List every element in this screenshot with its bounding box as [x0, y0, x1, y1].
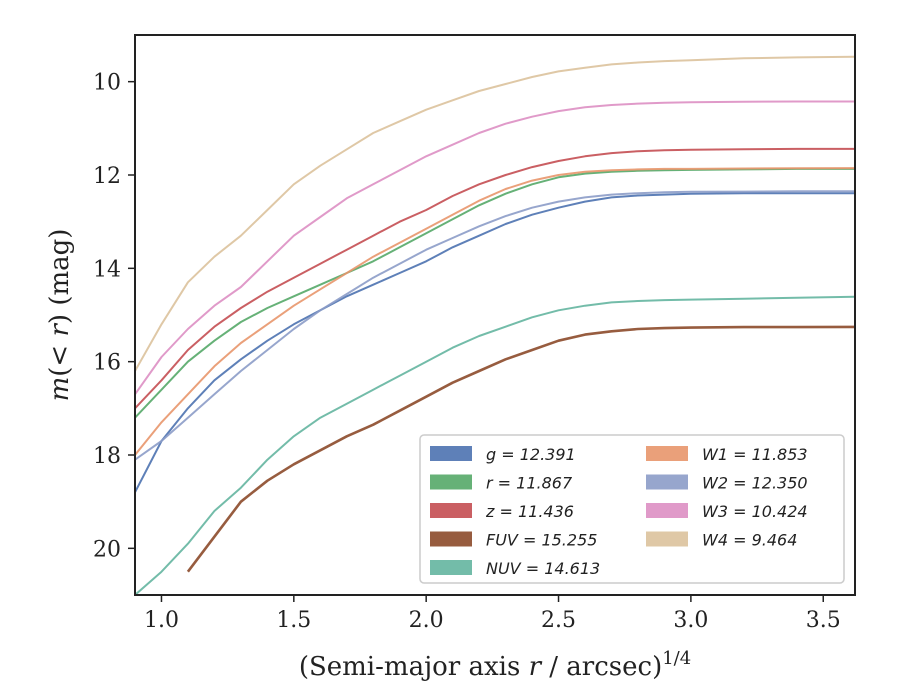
series-lines	[135, 55, 855, 595]
series-line-7	[135, 100, 855, 395]
x-tick-label: 1.5	[276, 608, 311, 633]
legend-swatch	[430, 474, 472, 490]
series-line-5	[135, 167, 855, 456]
legend-swatch	[430, 503, 472, 518]
legend-label: W3 = 10.424	[702, 502, 808, 521]
legend-label: NUV = 14.613	[486, 559, 600, 578]
y-tick-label: 10	[93, 71, 121, 96]
x-tick-label: 2.5	[541, 608, 576, 633]
legend-swatch	[646, 503, 688, 518]
legend-swatch	[430, 560, 472, 575]
legend-label: W2 = 12.350	[702, 474, 808, 493]
legend-swatch	[646, 446, 688, 461]
y-tick-label: 12	[93, 164, 121, 189]
series-line-4	[135, 295, 855, 595]
x-tick-label: 3.0	[673, 608, 708, 633]
x-tick-label: 2.0	[409, 608, 444, 633]
y-tick-label: 20	[93, 537, 121, 562]
y-axis-label: m(< r) (mag)	[45, 229, 75, 402]
x-axis-label: (Semi-major axis r / arcsec)1/4	[299, 648, 691, 682]
series-line-1	[135, 167, 855, 419]
legend-swatch	[646, 474, 688, 490]
y-tick-label: 16	[93, 351, 121, 376]
plot-frame	[134, 34, 856, 596]
legend-swatch	[646, 531, 688, 547]
legend-swatch	[430, 446, 472, 461]
legend-label: g = 12.391	[486, 445, 576, 464]
y-tick-label: 14	[93, 257, 121, 282]
x-tick-label: 1.0	[144, 608, 179, 633]
legend: g = 12.391 r = 11.867 z = 11.436 FUV = 15.2…	[419, 434, 845, 584]
legend-items: g = 12.391 r = 11.867 z = 11.436 FUV = 15.2…	[430, 445, 808, 578]
series-line-2	[135, 147, 855, 409]
legend-swatch	[430, 531, 472, 547]
x-axis-ticks: 1.0 1.5 2.0 2.5 3.0 3.5	[144, 595, 841, 633]
y-tick-label: 18	[93, 444, 121, 469]
series-line-8	[135, 55, 855, 372]
y-axis-ticks: 10 12 14 16 18 20	[93, 71, 135, 562]
series-line-0	[135, 192, 855, 493]
legend-label: r = 11.867	[486, 474, 573, 493]
legend-label: W4 = 9.464	[702, 531, 797, 550]
series-line-6	[135, 190, 855, 461]
legend-label: W1 = 11.853	[702, 445, 808, 464]
x-tick-label: 3.5	[806, 608, 841, 633]
legend-label: FUV = 15.255	[486, 531, 597, 550]
series-line-3	[186, 325, 855, 573]
legend-label: z = 11.436	[485, 502, 574, 521]
legend-frame	[419, 434, 845, 584]
